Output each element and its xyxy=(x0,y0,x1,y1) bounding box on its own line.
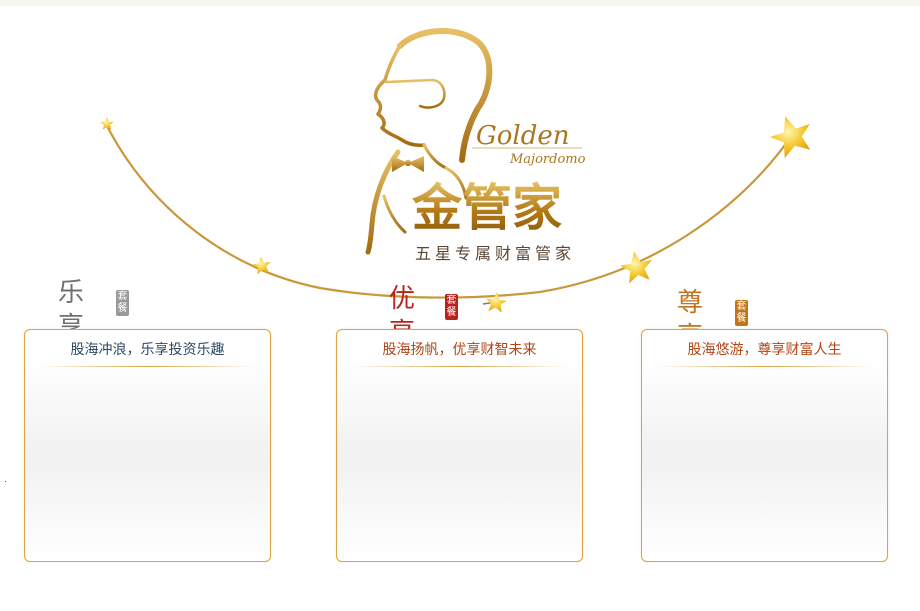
card-divider xyxy=(656,366,873,367)
package-card-you[interactable]: 股海扬帆，优享财智未来 xyxy=(336,329,583,562)
gentleman-silhouette-icon xyxy=(365,28,493,255)
package-card-le[interactable]: 股海冲浪，乐享投资乐趣 xyxy=(24,329,271,562)
package-seal: 套餐 xyxy=(116,290,129,316)
logo-script-golden: Golden xyxy=(476,121,570,151)
card-divider xyxy=(39,366,256,367)
stray-dot xyxy=(5,481,6,482)
star-icon xyxy=(618,248,656,285)
star-icon xyxy=(765,109,818,161)
package-seal: 套餐 xyxy=(445,294,458,320)
package-card-zun[interactable]: 股海悠游，尊享财富人生 xyxy=(641,329,888,562)
golden-arc xyxy=(104,122,795,299)
bow-tie-icon xyxy=(392,156,424,172)
card-slogan: 股海扬帆，优享财智未来 xyxy=(382,342,537,358)
brand-name: 金管家 xyxy=(412,178,562,237)
card-slogan: 股海悠游，尊享财富人生 xyxy=(687,342,842,358)
card-slogan: 股海冲浪，乐享投资乐趣 xyxy=(70,342,225,358)
logo-script-majordomo: Majordomo xyxy=(509,152,586,167)
package-seal: 套餐 xyxy=(735,300,748,326)
card-divider xyxy=(351,366,568,367)
brand-tagline: 五星专属财富管家 xyxy=(415,244,576,263)
